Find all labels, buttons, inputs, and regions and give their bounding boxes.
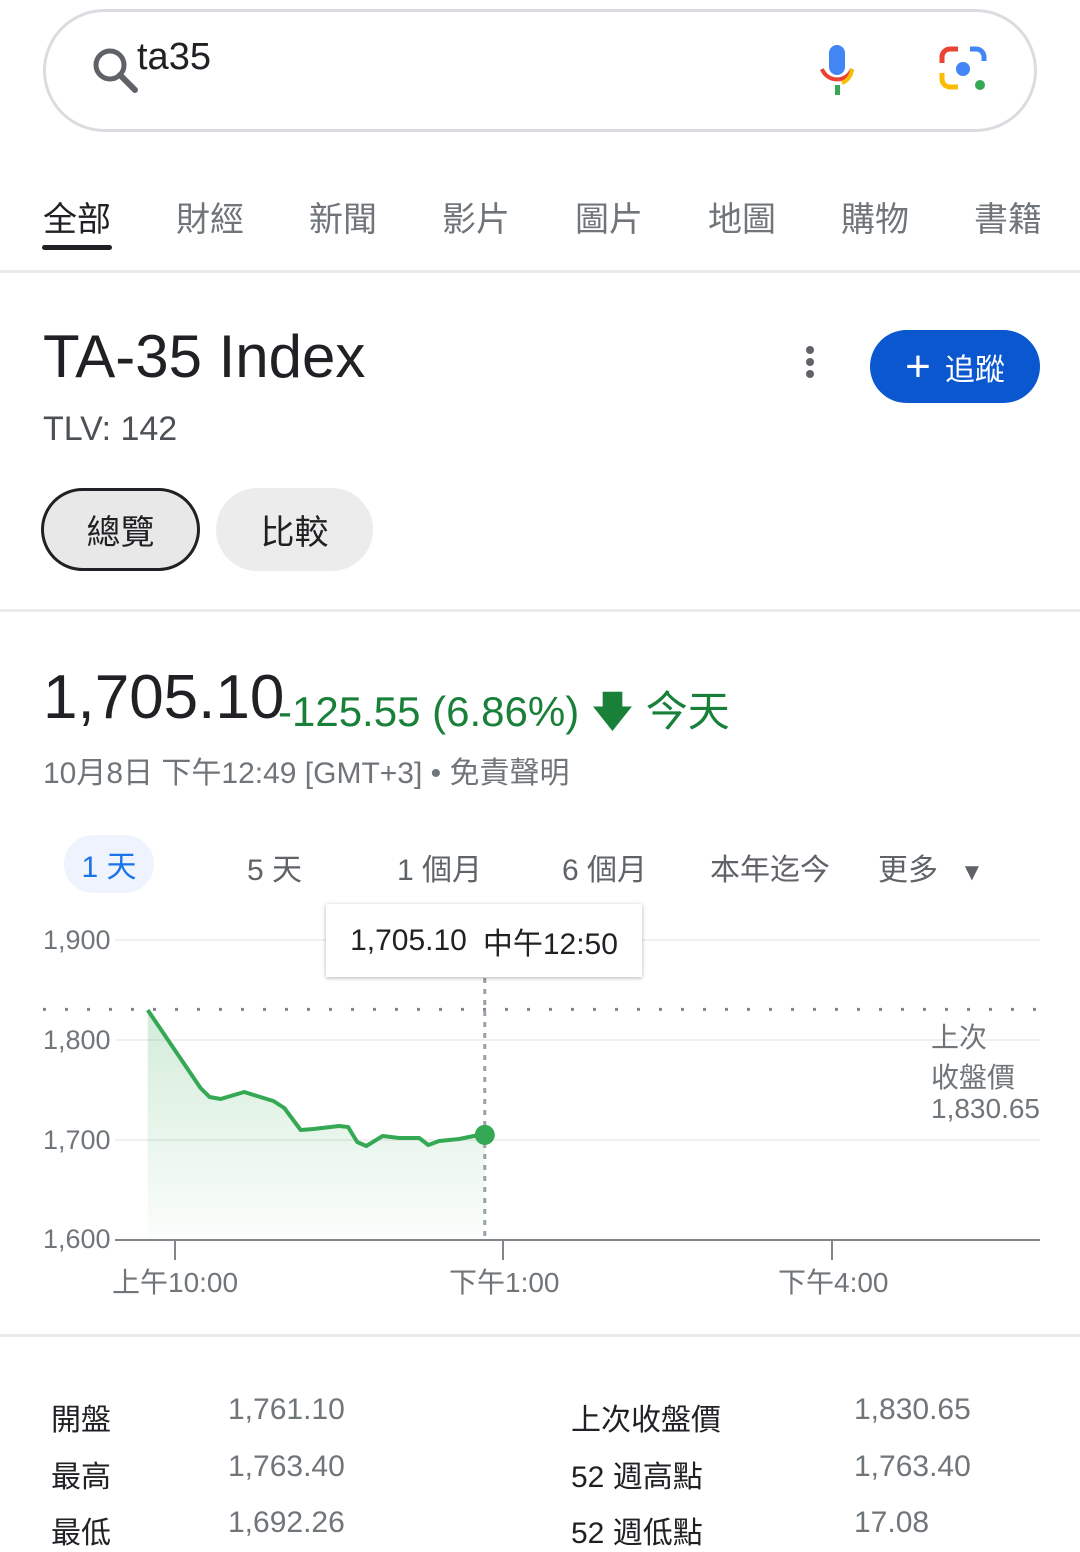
- y-tick: 1,700: [43, 1125, 111, 1155]
- range-1d[interactable]: 1 天: [64, 835, 154, 893]
- disclaimer-link[interactable]: 免責聲明: [449, 757, 570, 790]
- divider: [0, 1334, 1080, 1337]
- price-change: -125.55 (6.86%) 🡇 今天: [278, 678, 730, 753]
- search-icon[interactable]: [90, 45, 140, 95]
- range-more-label: 更多: [878, 854, 938, 887]
- stat-value: 1,692.26: [228, 1506, 345, 1539]
- tab-news[interactable]: 新聞: [309, 201, 377, 239]
- range-6m[interactable]: 6 個月: [562, 854, 648, 887]
- y-tick: 1,900: [43, 925, 111, 955]
- chip-compare[interactable]: 比較: [216, 488, 373, 571]
- stat-label: 最高: [51, 1461, 111, 1494]
- separator: •: [430, 757, 442, 790]
- prev-close-value: 1,830.65: [931, 1093, 1040, 1124]
- chart-tooltip: 1,705.10 中午12:50: [326, 904, 642, 977]
- dropdown-arrow-icon: ▼: [960, 859, 984, 886]
- tab-maps[interactable]: 地圖: [708, 201, 776, 239]
- range-1m[interactable]: 1 個月: [397, 854, 483, 887]
- follow-label: 追蹤: [944, 353, 1005, 387]
- price-line: [146, 1008, 485, 1148]
- mic-icon[interactable]: [816, 43, 860, 99]
- tab-all[interactable]: 全部: [43, 201, 111, 239]
- plus-icon: +: [905, 341, 931, 391]
- stat-label: 52 週低點: [571, 1517, 703, 1550]
- prev-close-label: 上次: [931, 1022, 988, 1053]
- page-title: TA-35 Index: [43, 323, 366, 390]
- y-tick: 1,600: [43, 1224, 111, 1254]
- x-tick: 上午10:00: [112, 1267, 239, 1298]
- tab-books[interactable]: 書籍: [974, 201, 1042, 239]
- stat-label: 開盤: [51, 1404, 111, 1437]
- stat-label: 上次收盤價: [571, 1404, 721, 1437]
- timestamp: 10月8日 下午12:49 [GMT+3]: [43, 757, 423, 790]
- y-tick: 1,800: [43, 1025, 111, 1055]
- stat-label: 52 週高點: [571, 1461, 703, 1494]
- stat-label: 最低: [51, 1517, 111, 1550]
- x-tick: 下午4:00: [778, 1267, 889, 1298]
- current-price: 1,705.10: [43, 663, 285, 732]
- more-vert-icon[interactable]: [800, 344, 820, 384]
- divider: [0, 609, 1080, 612]
- active-tab-indicator: [42, 245, 112, 250]
- tooltip-value: 1,705.10: [350, 923, 467, 957]
- data-point: [474, 1124, 495, 1145]
- tab-images[interactable]: 圖片: [575, 201, 643, 239]
- stat-value: 1,830.65: [854, 1393, 971, 1426]
- tab-finance[interactable]: 財經: [176, 201, 244, 239]
- arrow-down-icon: 🡇: [590, 688, 635, 735]
- search-input[interactable]: ta35: [137, 36, 211, 78]
- divider: [0, 270, 1080, 273]
- change-value: -125.55 (6.86%): [278, 688, 580, 735]
- stat-value: 1,761.10: [228, 1393, 345, 1426]
- stat-value: 17.08: [854, 1506, 930, 1539]
- range-more[interactable]: 更多 ▼: [878, 845, 984, 889]
- tab-videos[interactable]: 影片: [442, 201, 510, 239]
- range-5d[interactable]: 5 天: [247, 854, 303, 887]
- stat-value: 1,763.40: [228, 1450, 345, 1483]
- tab-shopping[interactable]: 購物: [841, 201, 909, 239]
- ticker-symbol: TLV: 142: [43, 410, 178, 448]
- prev-close-label: 收盤價: [931, 1062, 1016, 1093]
- search-box[interactable]: [43, 9, 1037, 132]
- price-area: [147, 1010, 485, 1240]
- x-tick: 下午1:00: [449, 1267, 560, 1298]
- stat-value: 1,763.40: [854, 1450, 971, 1483]
- quote-meta: 10月8日 下午12:49 [GMT+3] • 免責聲明: [43, 748, 570, 792]
- follow-button[interactable]: + 追蹤: [870, 330, 1040, 403]
- lens-icon[interactable]: [938, 45, 990, 95]
- range-ytd[interactable]: 本年迄今: [710, 854, 830, 887]
- chip-overview[interactable]: 總覽: [41, 488, 200, 571]
- change-period: 今天: [645, 688, 730, 735]
- tooltip-time: 中午12:50: [482, 927, 618, 961]
